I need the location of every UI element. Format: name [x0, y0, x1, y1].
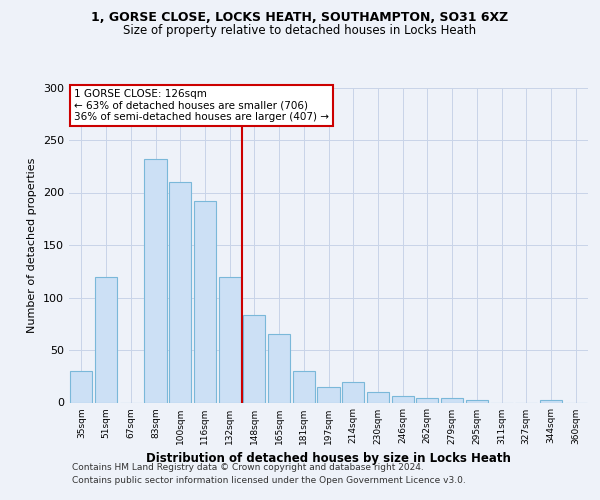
- Text: Size of property relative to detached houses in Locks Heath: Size of property relative to detached ho…: [124, 24, 476, 37]
- Bar: [342, 382, 364, 402]
- Bar: [145, 159, 167, 402]
- Text: Contains public sector information licensed under the Open Government Licence v3: Contains public sector information licen…: [72, 476, 466, 485]
- Bar: [194, 201, 216, 402]
- Text: 1 GORSE CLOSE: 126sqm
← 63% of detached houses are smaller (706)
36% of semi-det: 1 GORSE CLOSE: 126sqm ← 63% of detached …: [74, 89, 329, 122]
- Bar: [466, 400, 488, 402]
- Bar: [392, 396, 414, 402]
- Bar: [416, 398, 439, 402]
- Bar: [441, 398, 463, 402]
- Bar: [243, 316, 265, 402]
- X-axis label: Distribution of detached houses by size in Locks Heath: Distribution of detached houses by size …: [146, 452, 511, 465]
- Bar: [540, 400, 562, 402]
- Bar: [218, 276, 241, 402]
- Y-axis label: Number of detached properties: Number of detached properties: [28, 158, 37, 332]
- Text: Contains HM Land Registry data © Crown copyright and database right 2024.: Contains HM Land Registry data © Crown c…: [72, 464, 424, 472]
- Bar: [95, 276, 117, 402]
- Bar: [293, 371, 315, 402]
- Bar: [70, 371, 92, 402]
- Bar: [169, 182, 191, 402]
- Text: 1, GORSE CLOSE, LOCKS HEATH, SOUTHAMPTON, SO31 6XZ: 1, GORSE CLOSE, LOCKS HEATH, SOUTHAMPTON…: [91, 11, 509, 24]
- Bar: [268, 334, 290, 402]
- Bar: [317, 387, 340, 402]
- Bar: [367, 392, 389, 402]
